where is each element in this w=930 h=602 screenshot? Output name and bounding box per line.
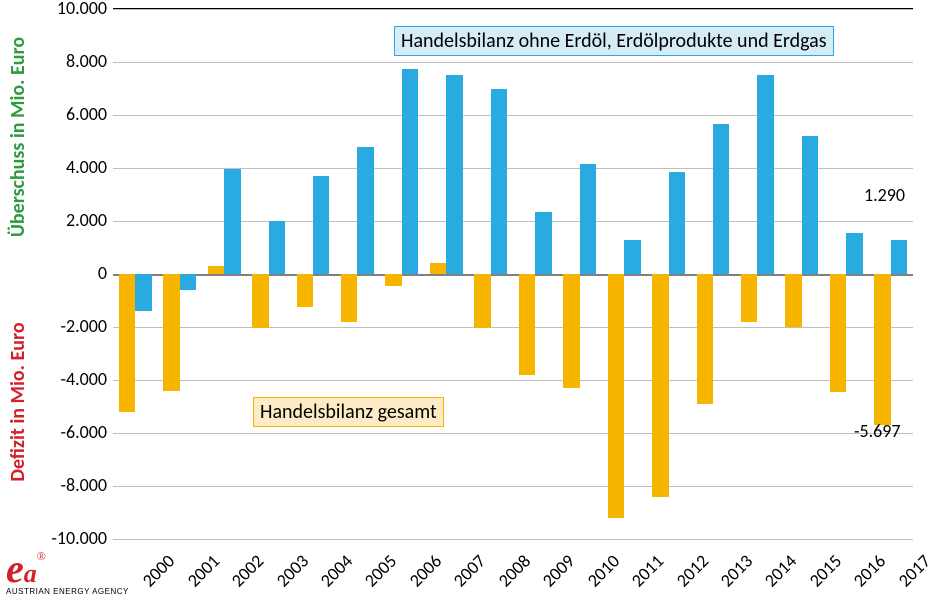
x-tick-label: 2012 — [671, 550, 712, 591]
logo-registered: ® — [37, 549, 46, 563]
y-tick-label: -2.000 — [11, 315, 107, 337]
bar-excl — [802, 136, 818, 274]
x-tick-label: 2007 — [449, 550, 490, 591]
bar-total — [341, 274, 357, 322]
bar-total — [252, 274, 268, 328]
x-tick-label: 2004 — [316, 550, 357, 591]
bar-total — [741, 274, 757, 322]
bar-total — [830, 274, 846, 392]
gridline — [113, 539, 913, 540]
bar-excl — [269, 221, 285, 274]
bar-total — [874, 274, 890, 425]
x-tick-label: 2013 — [716, 550, 757, 591]
bar-excl — [891, 240, 907, 274]
x-tick-label: 2002 — [227, 550, 268, 591]
bar-total — [563, 274, 579, 388]
x-tick-label: 2008 — [493, 550, 534, 591]
bar-total — [785, 274, 801, 327]
logo-mark-icon: e — [6, 546, 24, 591]
bar-excl — [135, 274, 151, 311]
y-tick-label: -4.000 — [11, 368, 107, 390]
x-tick-label: 2009 — [538, 550, 579, 591]
y-tick-label: -6.000 — [11, 421, 107, 443]
bar-excl — [313, 176, 329, 274]
bar-excl — [224, 169, 240, 274]
logo-subtitle: AUSTRIAN ENERGY AGENCY — [6, 587, 129, 596]
y-tick-label: 2.000 — [11, 209, 107, 231]
gridline — [113, 115, 913, 116]
bar-excl — [846, 233, 862, 274]
bar-excl — [357, 147, 373, 274]
data-label-excl-2017: 1.290 — [864, 184, 905, 206]
gridline — [113, 62, 913, 63]
bar-excl — [713, 124, 729, 274]
data-label-total-2017: -5.697 — [854, 420, 901, 442]
bar-excl — [757, 75, 773, 274]
x-tick-label: 2011 — [627, 550, 668, 591]
austrian-energy-agency-logo: ea® AUSTRIAN ENERGY AGENCY — [6, 549, 129, 596]
gridline — [113, 380, 913, 381]
legend-total: Handelsbilanz gesamt — [253, 397, 444, 427]
y-tick-label: 4.000 — [11, 156, 107, 178]
trade-balance-chart: Überschuss in Mio. Euro Defizit in Mio. … — [0, 0, 930, 602]
x-tick-label: 2003 — [271, 550, 312, 591]
x-tick-label: 2001 — [182, 550, 223, 591]
bar-excl — [491, 89, 507, 275]
y-tick-label: 0 — [11, 262, 107, 284]
x-tick-label: 2016 — [849, 550, 890, 591]
bar-excl — [535, 212, 551, 274]
gridline — [113, 9, 913, 10]
bar-total — [474, 274, 490, 328]
y-tick-label: 10.000 — [11, 0, 107, 19]
bar-excl — [446, 75, 462, 274]
x-tick-label: 2017 — [893, 550, 930, 591]
bar-total — [208, 266, 224, 274]
gridline — [113, 486, 913, 487]
gridline — [113, 433, 913, 434]
bar-excl — [580, 164, 596, 274]
x-tick-label: 2010 — [582, 550, 623, 591]
x-tick-label: 2005 — [360, 550, 401, 591]
bar-total — [697, 274, 713, 404]
bar-total — [608, 274, 624, 518]
bar-total — [163, 274, 179, 391]
x-tick-label: 2006 — [405, 550, 446, 591]
bar-excl — [624, 240, 640, 274]
plot-area — [113, 8, 913, 539]
bar-total — [652, 274, 668, 497]
x-tick-label: 2014 — [760, 550, 801, 591]
y-tick-label: 6.000 — [11, 103, 107, 125]
legend-excl-oil-gas: Handelsbilanz ohne Erdöl, Erdölprodukte … — [394, 26, 834, 56]
y-tick-label: 8.000 — [11, 50, 107, 72]
gridline — [113, 327, 913, 328]
bar-excl — [180, 274, 196, 290]
bar-total — [119, 274, 135, 412]
bar-total — [385, 274, 401, 286]
bar-total — [519, 274, 535, 375]
bar-excl — [402, 69, 418, 274]
x-tick-label: 2015 — [805, 550, 846, 591]
bar-total — [430, 263, 446, 274]
bar-total — [297, 274, 313, 307]
y-axis-label-deficit: Defizit in Mio. Euro — [6, 312, 30, 492]
y-tick-label: -8.000 — [11, 474, 107, 496]
bar-excl — [669, 172, 685, 274]
logo-mark-a-icon: a — [24, 559, 37, 588]
y-tick-label: -10.000 — [11, 527, 107, 549]
x-tick-label: 2000 — [138, 550, 179, 591]
